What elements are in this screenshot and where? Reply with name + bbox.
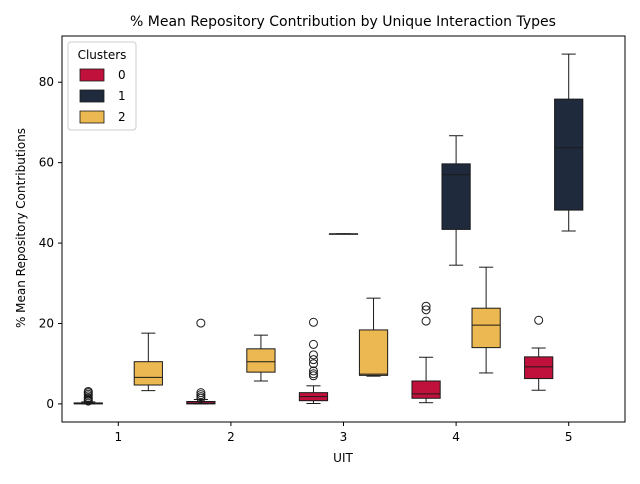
- box-group: [471, 266, 501, 374]
- box-iqr: [133, 361, 163, 386]
- legend-label: 0: [118, 68, 126, 82]
- outlier-point: [308, 369, 318, 379]
- outlier-point: [196, 318, 206, 328]
- box-group: [441, 135, 471, 266]
- outlier-point: [308, 355, 318, 365]
- x-tick-label: 5: [565, 430, 573, 444]
- box-group: [298, 317, 329, 405]
- legend-title: Clusters: [78, 48, 127, 62]
- outlier-point: [196, 388, 206, 398]
- x-tick-label: 4: [452, 430, 460, 444]
- legend-label: 1: [118, 89, 126, 103]
- plot-area: [73, 53, 584, 406]
- y-axis-label: % Mean Repository Contributions: [14, 128, 28, 328]
- chart-title: % Mean Repository Contribution by Unique…: [130, 14, 556, 30]
- box-group: [554, 53, 584, 232]
- outlier-point: [308, 317, 318, 327]
- outlier-point: [308, 350, 318, 360]
- outlier-point: [421, 301, 431, 311]
- x-tick-label: 2: [227, 430, 235, 444]
- outlier-point: [308, 339, 318, 349]
- x-tick-label: 1: [114, 430, 122, 444]
- outlier-point: [534, 315, 544, 325]
- y-tick-label: 20: [39, 316, 54, 330]
- outlier-point: [308, 359, 318, 369]
- outlier-point: [421, 305, 431, 315]
- legend-label: 2: [118, 110, 126, 124]
- box-iqr: [471, 307, 501, 349]
- box-iqr: [441, 163, 471, 230]
- y-tick-label: 40: [39, 236, 54, 250]
- box-group: [246, 334, 276, 382]
- box-group: [186, 318, 216, 405]
- box-group: [133, 332, 163, 392]
- legend-frame: [67, 41, 137, 131]
- legend-swatch: [79, 89, 105, 103]
- legend: Clusters 0 1 2: [67, 41, 137, 131]
- x-axis-label: UIT: [333, 451, 353, 465]
- outlier-point: [83, 386, 93, 396]
- outlier-point: [308, 371, 318, 381]
- box-group: [524, 315, 554, 391]
- legend-swatch: [79, 110, 105, 124]
- box-group: [328, 233, 359, 235]
- box-iqr: [554, 98, 584, 211]
- x-tick-label: 3: [340, 430, 348, 444]
- box-group: [358, 297, 389, 377]
- y-tick-label: 0: [46, 397, 54, 411]
- y-tick-label: 60: [39, 156, 54, 170]
- box-iqr: [411, 380, 441, 399]
- outlier-point: [421, 316, 431, 326]
- box-group: [411, 301, 441, 404]
- box-iqr: [358, 329, 389, 376]
- legend-swatch: [79, 68, 105, 82]
- outlier-point: [308, 366, 318, 376]
- box-iqr: [246, 348, 276, 373]
- box-group: [73, 386, 103, 406]
- y-tick-label: 80: [39, 75, 54, 89]
- box-iqr: [524, 356, 554, 380]
